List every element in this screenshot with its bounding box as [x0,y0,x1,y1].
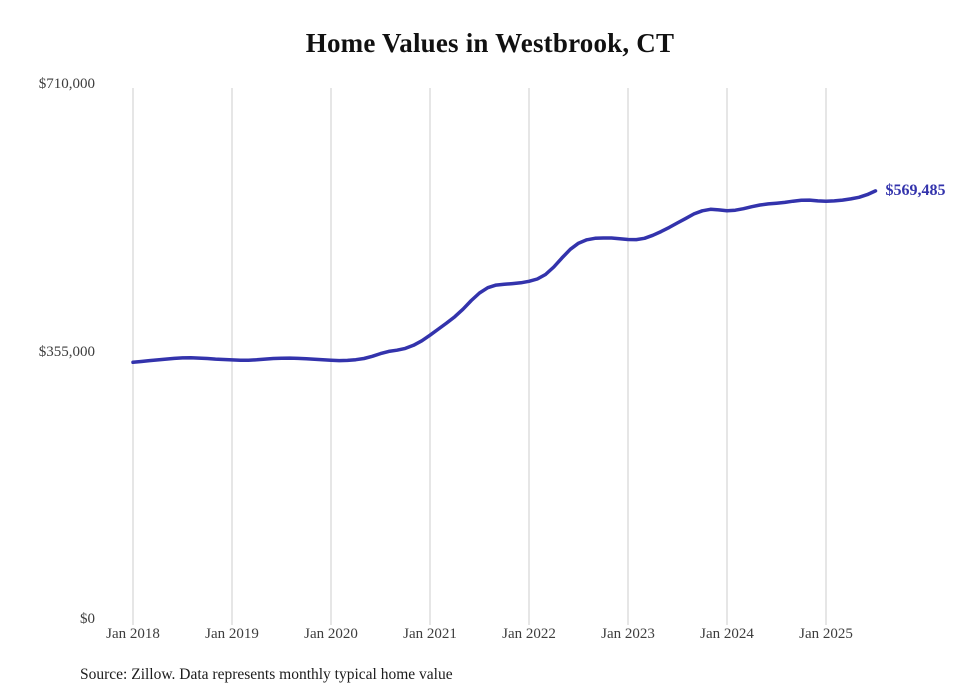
x-axis-tick-jan-2019: Jan 2019 [205,626,259,642]
chart-title: Home Values in Westbrook, CT [305,28,675,58]
x-axis-tick-jan-2021: Jan 2021 [403,626,457,642]
y-axis-tick-355000: $355,000 [38,344,95,360]
y-axis-tick-0: $0 [80,611,95,627]
x-axis-tick-jan-2023: Jan 2023 [601,626,655,642]
home-value-line-series [131,189,878,365]
x-axis-tick-jan-2020: Jan 2020 [304,626,358,642]
x-axis-tick-jan-2024: Jan 2024 [700,626,754,642]
source-note: Source: Zillow. Data represents monthly … [80,666,453,683]
x-axis-tick-jan-2022: Jan 2022 [502,626,556,642]
final-value-label: $569,485 [885,181,946,199]
y-axis-tick-710000: $710,000 [38,76,95,92]
x-axis-tick-jan-2018: Jan 2018 [106,626,160,642]
x-axis-tick-jan-2025: Jan 2025 [799,626,853,642]
